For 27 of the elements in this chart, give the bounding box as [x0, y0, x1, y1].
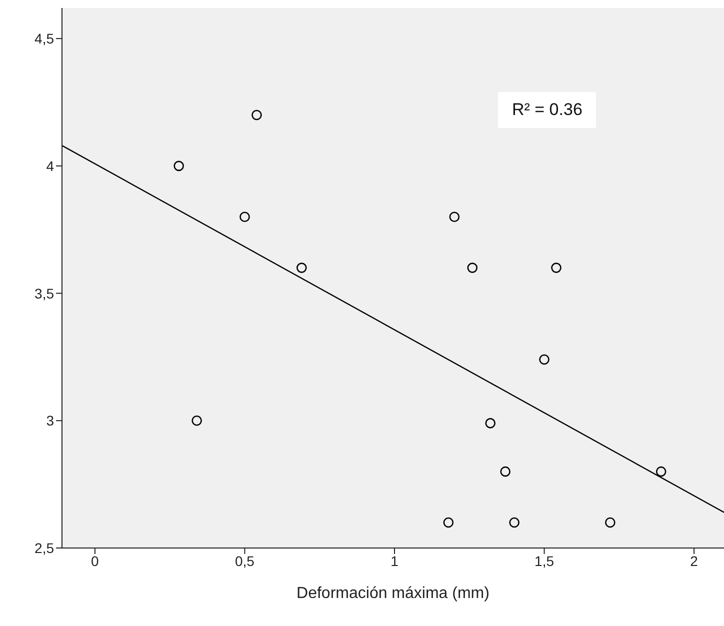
point: [509, 517, 520, 528]
point: [449, 212, 460, 222]
annotation: R² = 0.36: [498, 92, 596, 128]
point: [192, 415, 202, 426]
x-axis-title: Deformación máxima (mm): [296, 585, 490, 602]
point: [539, 354, 550, 365]
point: [485, 418, 496, 428]
y-tick-label: 3,5: [34, 285, 54, 302]
x-tick-label: 2: [690, 552, 698, 569]
y-tick-label: 4,5: [34, 30, 54, 47]
point: [443, 517, 454, 528]
point: [656, 466, 666, 477]
y-tick-label: 2,5: [34, 540, 54, 556]
point: [551, 262, 562, 273]
point: [296, 262, 307, 273]
point: [174, 160, 184, 172]
x-tick-label: 1,5: [534, 552, 554, 569]
x-tick-label: 0: [91, 552, 100, 569]
point: [605, 517, 616, 528]
point: [240, 212, 250, 222]
y-tick-label: 3: [46, 412, 54, 429]
x-tick-label: 1: [390, 552, 399, 569]
point: [252, 110, 262, 120]
y-tick-label: 4: [46, 158, 54, 174]
x-tick-label: 0,5: [234, 552, 255, 569]
point: [500, 466, 510, 477]
point: [467, 262, 478, 273]
